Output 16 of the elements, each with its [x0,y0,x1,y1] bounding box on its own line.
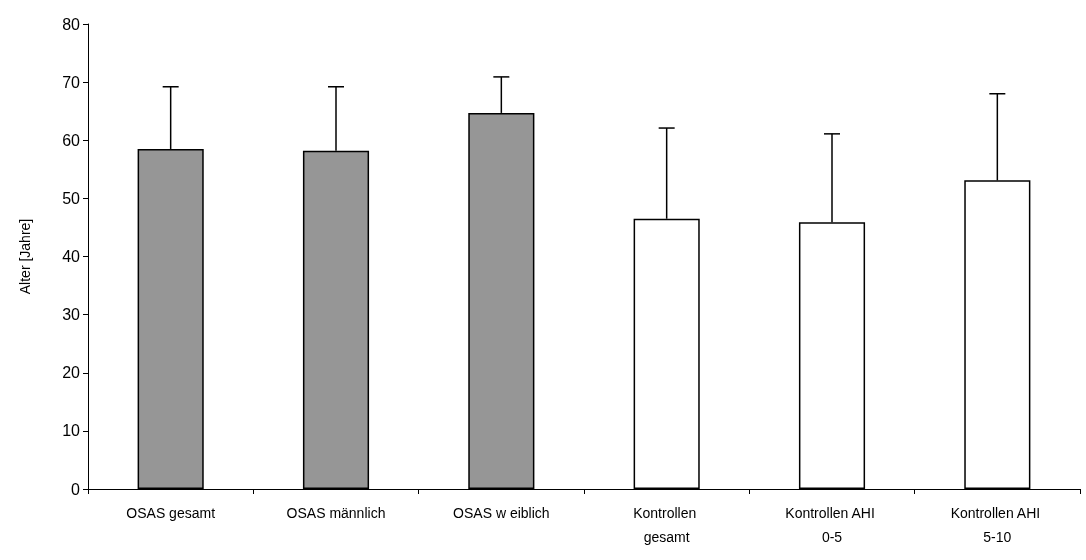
y-tick-label: 50 [62,189,81,207]
y-tick-label: 70 [62,73,81,91]
y-tick-label: 10 [62,422,81,440]
y-tick-label: 30 [62,306,81,324]
x-tick-label: OSAS gesamt [126,505,216,521]
x-tick-label: OSAS w eiblich [453,505,550,521]
y-tick-label: 40 [62,248,81,265]
y-tick-label: 20 [62,364,81,382]
x-tick-label: Kontrollen AHI 0-5 [785,505,879,545]
x-tick-label: Kontrollen AHI 5-10 [950,505,1045,545]
x-tick-label: Kontrollen gesamt [633,505,701,545]
x-tick-label: OSAS männlich [286,505,386,521]
y-tick-label: 60 [62,131,81,149]
y-axis-title: Alter [Jahre] [17,218,33,295]
y-tick-label: 80 [62,15,81,33]
y-tick-label: 0 [71,480,81,498]
